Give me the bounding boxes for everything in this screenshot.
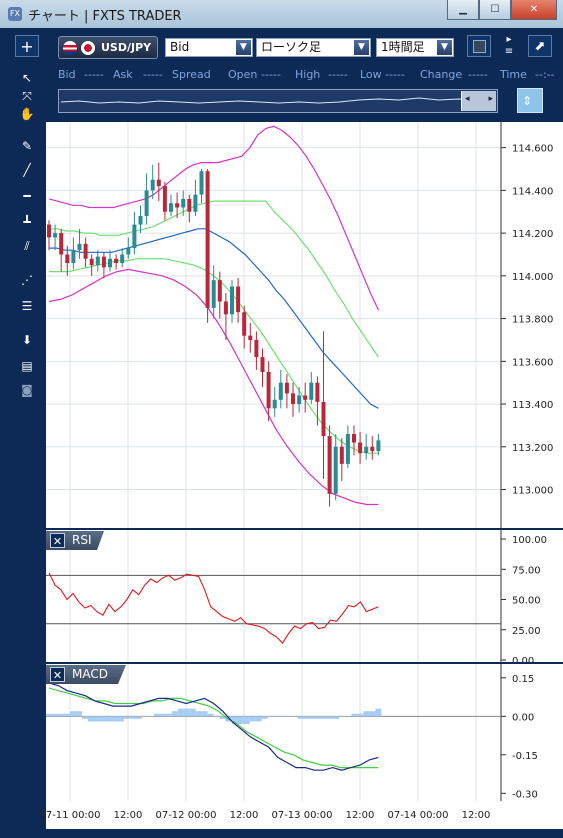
close-macd-button[interactable]: ✕ <box>50 667 65 682</box>
add-chart-button[interactable]: + <box>15 35 39 57</box>
quote-bar: Bid ----- Ask ----- Spread Open ----- Hi… <box>46 66 563 84</box>
us-flag-icon <box>63 41 77 55</box>
status-bar <box>0 829 563 838</box>
quote-label-high: High <box>295 68 321 81</box>
list-icon: ▤ <box>21 359 33 373</box>
price-type-select[interactable]: Bid ▼ <box>165 38 253 57</box>
chevron-left-icon: ◂ <box>465 94 470 104</box>
navigator-sparkline <box>60 97 496 104</box>
quote-label-low: Low <box>360 68 382 81</box>
hand-icon: ✋ <box>19 107 35 121</box>
pencil-tool[interactable]: ✎ <box>14 136 40 156</box>
fan-tool[interactable]: ⋰ <box>14 270 40 290</box>
quote-label-open: Open <box>228 68 258 81</box>
quote-value-ask: ----- <box>143 68 163 81</box>
pencil-icon: ✎ <box>21 139 33 153</box>
download-tool[interactable]: ⬇ <box>14 330 40 350</box>
minimize-button[interactable]: ▁ <box>447 0 479 20</box>
chevron-down-icon: ▼ <box>437 40 452 55</box>
rsi-panel-title: RSI <box>72 533 92 547</box>
window-controls: ▁ ☐ ✕ <box>447 0 557 20</box>
quote-value-time: --:-- <box>535 68 555 81</box>
expand-arrow-icon: ⬈ <box>534 39 546 54</box>
chevron-down-icon: ▼ <box>354 40 369 55</box>
horizontal-line-tool[interactable]: ━ <box>14 186 40 206</box>
trendline-tool[interactable]: ╱ <box>14 160 40 180</box>
maximize-button[interactable]: ☐ <box>479 0 511 20</box>
quote-value-low: ----- <box>385 68 405 81</box>
square-toggle-button[interactable] <box>467 35 491 57</box>
rsi-panel-header: ✕ RSI <box>46 531 104 550</box>
time-axis[interactable] <box>46 801 563 829</box>
quote-label-spread: Spread <box>172 68 211 81</box>
arrow-right-icon: ▸ <box>506 34 512 45</box>
cursor-plus-icon: ⤧ <box>22 89 32 103</box>
rsi-panel-separator[interactable] <box>46 528 563 530</box>
chart-plot-area[interactable] <box>46 122 501 801</box>
jp-flag-icon <box>81 41 95 55</box>
trendline-icon: ╱ <box>23 163 31 177</box>
horizontal-line-icon: ━ <box>23 189 31 203</box>
chart-navigator[interactable]: ◂ ▸ <box>58 89 498 113</box>
navigator-line <box>60 97 496 104</box>
close-rsi-button[interactable]: ✕ <box>50 533 65 548</box>
down-arrow-icon: ⬇ <box>21 333 33 347</box>
navigator-settings-button[interactable]: ⇕ <box>517 88 543 113</box>
quote-value-change: ----- <box>468 68 488 81</box>
cursor-tool[interactable]: ↖ <box>14 68 40 88</box>
quote-value-high: ----- <box>328 68 348 81</box>
price-type-value: Bid <box>170 40 190 54</box>
arrow-cursor-icon: ↖ <box>21 71 33 85</box>
quote-label-bid: Bid <box>58 68 76 81</box>
quote-label-time: Time <box>500 68 527 81</box>
symbol-label: USD/JPY <box>101 41 152 54</box>
navigator-handle[interactable]: ◂ ▸ <box>461 91 496 111</box>
square-icon <box>472 40 486 53</box>
channel-tool[interactable]: ⫽ <box>14 236 40 256</box>
symbol-selector[interactable]: USD/JPY <box>58 36 158 59</box>
fibonacci-icon: ☰ <box>21 299 33 313</box>
expand-button[interactable]: ⬈ <box>528 35 552 57</box>
window-title: チャート | FXTS TRADER <box>28 9 182 24</box>
camera-tool[interactable]: ◙ <box>14 380 40 400</box>
channel-icon: ⫽ <box>24 239 30 253</box>
quote-value-open: ----- <box>261 68 281 81</box>
chevron-right-icon: ▸ <box>488 94 493 104</box>
chart-type-value: ローソク足 <box>261 40 322 54</box>
list-tool[interactable]: ▤ <box>14 356 40 376</box>
app-icon: FX <box>8 7 22 21</box>
scale-icon: ⇕ <box>522 94 533 108</box>
window-titlebar: FX チャート | FXTS TRADER ▁ ☐ ✕ <box>0 0 563 29</box>
bars-icon: ≡ <box>504 46 514 57</box>
macd-panel-header: ✕ MACD <box>46 665 126 684</box>
macd-panel-separator[interactable] <box>46 662 563 664</box>
camera-icon: ◙ <box>21 383 33 397</box>
vertical-line-tool[interactable]: ┻ <box>14 212 40 232</box>
quote-value-bid: ----- <box>84 68 104 81</box>
panel-arrows-button[interactable]: ▸ ≡ <box>499 34 519 58</box>
macd-panel-title: MACD <box>72 667 108 681</box>
crosshair-tool[interactable]: ⤧ <box>14 86 40 106</box>
fan-icon: ⋰ <box>21 273 33 287</box>
hand-tool[interactable]: ✋ <box>14 104 40 124</box>
price-axis[interactable] <box>501 122 563 801</box>
chevron-down-icon: ▼ <box>236 40 251 55</box>
vertical-line-icon: ┻ <box>23 215 31 229</box>
close-window-button[interactable]: ✕ <box>511 0 557 20</box>
fibonacci-tool[interactable]: ☰ <box>14 296 40 316</box>
timeframe-select[interactable]: 1時間足 ▼ <box>376 38 454 57</box>
quote-label-change: Change <box>420 68 463 81</box>
quote-label-ask: Ask <box>113 68 133 81</box>
chart-type-select[interactable]: ローソク足 ▼ <box>256 38 371 57</box>
timeframe-value: 1時間足 <box>381 40 425 54</box>
